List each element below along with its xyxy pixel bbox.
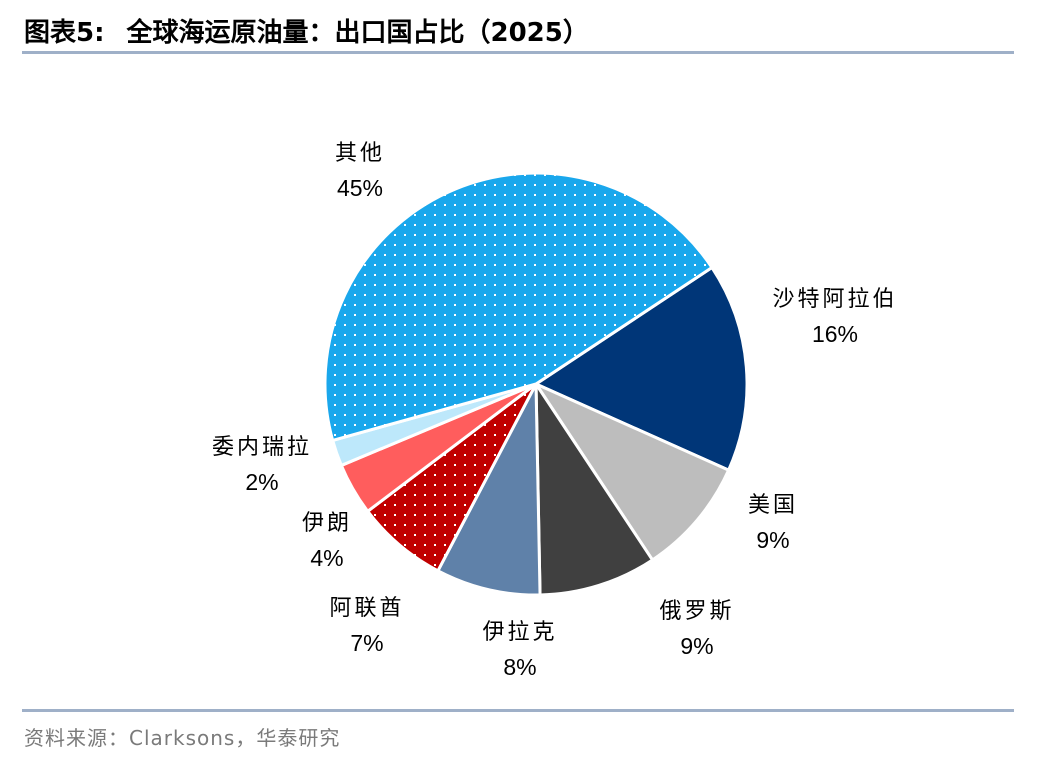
slice-label-3: 俄罗斯 — [659, 599, 734, 624]
chart-title: 全球海运原油量：出口国占比（2025） — [126, 18, 589, 48]
slice-label-6: 伊朗 — [302, 511, 352, 536]
slice-label-2: 美国 — [748, 493, 798, 518]
slice-label-7: 委内瑞拉 — [212, 435, 312, 460]
slice-value-label-2: 9% — [756, 527, 789, 553]
slice-value-label-8: 45% — [337, 175, 383, 201]
pie-slice-8 — [323, 171, 714, 442]
slice-value-label-4: 8% — [503, 654, 536, 680]
slice-label-8: 其他 — [335, 141, 385, 166]
pie-slice-3 — [534, 382, 654, 597]
slice-value-label-3: 9% — [680, 633, 713, 659]
slice-value-label-1: 16% — [812, 321, 858, 347]
slice-value-label-7: 2% — [245, 469, 278, 495]
top-divider — [22, 51, 1014, 54]
slice-label-5: 阿联酋 — [329, 596, 404, 621]
pie-slices — [323, 171, 749, 597]
bottom-divider — [22, 709, 1014, 712]
pie-labels: 沙特阿拉伯 16% 美国 9% 俄罗斯 9% 伊拉克 8% 阿联酋 7% 伊朗 4% 委内瑞拉 2% 其他 4… — [212, 141, 897, 680]
slice-value-label-6: 4% — [310, 545, 343, 571]
figure-label: 图表5: — [24, 18, 105, 48]
source-note: 资料来源：Clarksons，华泰研究 — [24, 726, 341, 750]
slice-label-4: 伊拉克 — [482, 620, 557, 645]
figure-title: 图表5: 全球海运原油量：出口国占比（2025） — [24, 12, 589, 49]
slice-label-1: 沙特阿拉伯 — [772, 287, 897, 312]
pie-slice-2 — [534, 382, 731, 562]
pie-slice-1 — [534, 266, 749, 472]
slice-value-label-5: 7% — [350, 630, 383, 656]
pie-slice-4 — [436, 382, 542, 597]
